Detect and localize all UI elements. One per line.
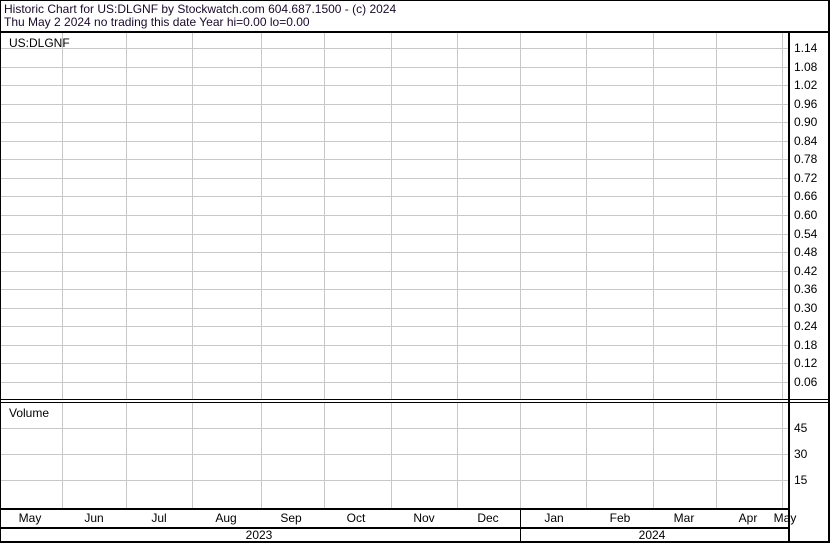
- price-tick-label: 0.18: [794, 338, 818, 352]
- price-gridline: [1, 252, 789, 253]
- month-label: May: [18, 511, 42, 525]
- vertical-gridline: [782, 403, 783, 509]
- month-label: Aug: [215, 511, 237, 525]
- price-gridline: [1, 289, 789, 290]
- price-gridline: [1, 104, 789, 105]
- right-border: [828, 0, 830, 543]
- vertical-gridline: [261, 403, 262, 509]
- price-gridline: [1, 215, 789, 216]
- bottom-border: [0, 541, 830, 543]
- vertical-gridline: [391, 403, 392, 509]
- panel-divider: [0, 402, 830, 403]
- price-gridline: [1, 271, 789, 272]
- month-label: Jun: [84, 511, 104, 525]
- price-gridline: [1, 67, 789, 68]
- volume-tick-label: 30: [794, 447, 808, 461]
- price-tick-label: 0.66: [794, 189, 818, 203]
- chart-header-status: Thu May 2 2024 no trading this date Year…: [4, 15, 310, 29]
- yaxis-line: [788, 31, 790, 543]
- vertical-gridline: [782, 32, 783, 400]
- price-tick-label: 0.96: [794, 97, 818, 111]
- month-label: Jan: [544, 511, 564, 525]
- vertical-gridline: [391, 32, 392, 400]
- month-label: May: [773, 511, 797, 525]
- vertical-gridline: [716, 403, 717, 509]
- month-label: Feb: [609, 511, 631, 525]
- month-label: Dec: [477, 511, 499, 525]
- volume-tick-label: 15: [794, 473, 808, 487]
- price-gridline: [1, 141, 789, 142]
- price-gridline: [1, 363, 789, 364]
- price-gridline: [1, 196, 789, 197]
- vertical-gridline: [62, 32, 63, 400]
- panel-divider: [0, 399, 830, 400]
- vertical-gridline: [586, 403, 587, 509]
- price-gridline: [1, 159, 789, 160]
- vertical-gridline: [520, 32, 521, 400]
- vertical-gridline: [520, 403, 521, 509]
- price-gridline: [1, 234, 789, 235]
- price-tick-label: 0.90: [794, 115, 818, 129]
- price-tick-label: 1.08: [794, 60, 818, 74]
- xaxis-top-line: [0, 508, 789, 510]
- price-gridline: [1, 345, 789, 346]
- price-gridline: [1, 48, 789, 49]
- volume-panel-title: Volume: [9, 406, 50, 420]
- month-label: Sep: [280, 511, 302, 525]
- price-tick-label: 0.84: [794, 134, 818, 148]
- top-border: [0, 0, 830, 1]
- year-label: 2024: [638, 528, 666, 542]
- price-tick-label: 0.06: [794, 375, 818, 389]
- vertical-gridline: [653, 403, 654, 509]
- left-border: [0, 0, 1, 543]
- vertical-gridline: [62, 403, 63, 509]
- price-tick-label: 0.42: [794, 264, 818, 278]
- vertical-gridline: [126, 32, 127, 400]
- vertical-gridline: [653, 32, 654, 400]
- price-gridline: [1, 308, 789, 309]
- vertical-gridline: [261, 32, 262, 400]
- month-label: Jul: [151, 511, 167, 525]
- price-gridline: [1, 122, 789, 123]
- month-label: Nov: [413, 511, 435, 525]
- volume-gridline: [1, 428, 789, 429]
- volume-gridline: [1, 454, 789, 455]
- price-gridline: [1, 382, 789, 383]
- price-tick-label: 0.48: [794, 245, 818, 259]
- vertical-gridline: [324, 32, 325, 400]
- vertical-gridline: [126, 403, 127, 509]
- header-divider: [0, 31, 830, 33]
- month-year-divider: [0, 527, 789, 529]
- price-tick-label: 0.78: [794, 152, 818, 166]
- month-label: Apr: [738, 511, 758, 525]
- year-separator: [520, 509, 521, 542]
- price-tick-label: 0.36: [794, 282, 818, 296]
- price-gridline: [1, 178, 789, 179]
- vertical-gridline: [192, 403, 193, 509]
- vertical-gridline: [457, 32, 458, 400]
- price-tick-label: 1.02: [794, 78, 818, 92]
- price-panel-title: US:DLGNF: [9, 36, 70, 50]
- price-gridline: [1, 326, 789, 327]
- price-tick-label: 0.60: [794, 208, 818, 222]
- volume-tick-label: 45: [794, 421, 808, 435]
- vertical-gridline: [716, 32, 717, 400]
- price-tick-label: 0.54: [794, 227, 818, 241]
- year-label: 2023: [245, 528, 273, 542]
- price-tick-label: 0.72: [794, 171, 818, 185]
- price-gridline: [1, 85, 789, 86]
- price-tick-label: 1.14: [794, 41, 818, 55]
- vertical-gridline: [457, 403, 458, 509]
- price-tick-label: 0.24: [794, 319, 818, 333]
- vertical-gridline: [586, 32, 587, 400]
- price-tick-label: 0.12: [794, 356, 818, 370]
- chart-header-title: Historic Chart for US:DLGNF by Stockwatc…: [4, 2, 397, 16]
- vertical-gridline: [324, 403, 325, 509]
- month-label: Oct: [346, 511, 366, 525]
- volume-gridline: [1, 480, 789, 481]
- month-label: Mar: [673, 511, 695, 525]
- vertical-gridline: [192, 32, 193, 400]
- price-tick-label: 0.30: [794, 301, 818, 315]
